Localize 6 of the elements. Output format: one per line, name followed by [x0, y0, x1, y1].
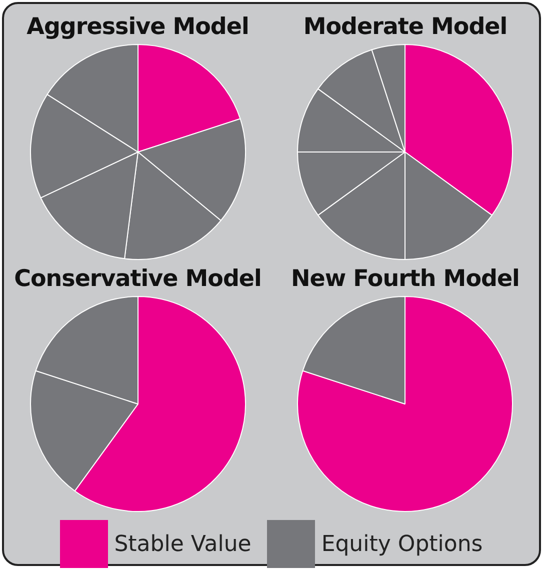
chart-title: Conservative Model: [14, 266, 262, 294]
chart-title: New Fourth Model: [291, 266, 520, 294]
chart-title: Aggressive Model: [26, 14, 249, 42]
chart-title: Moderate Model: [303, 14, 508, 42]
legend-label: Stable Value: [114, 532, 252, 556]
legend-label: Equity Options: [321, 532, 483, 556]
